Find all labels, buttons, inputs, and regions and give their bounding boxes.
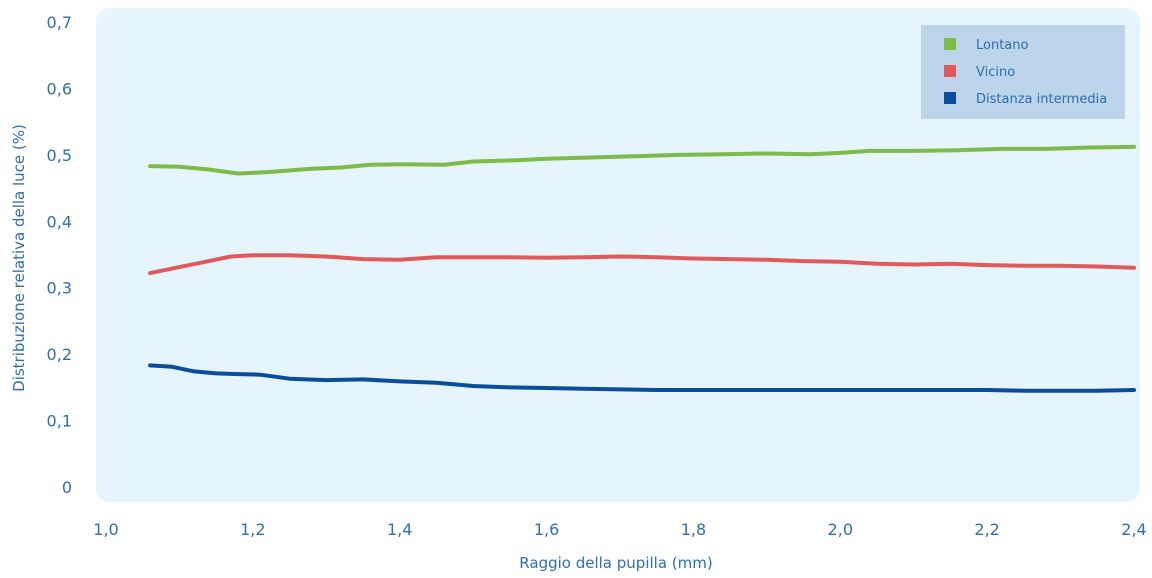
y-axis-title: Distribuzione relativa della luce (%)	[10, 124, 28, 392]
y-tick-label: 0,7	[47, 13, 72, 32]
x-axis-title: Raggio della pupilla (mm)	[519, 554, 712, 572]
x-tick-label: 2,4	[1121, 520, 1146, 539]
y-tick-label: 0,3	[47, 279, 72, 298]
legend-swatch	[944, 65, 956, 77]
y-tick-label: 0	[62, 478, 72, 497]
x-tick-label: 2,2	[974, 520, 999, 539]
y-tick-label: 0,6	[47, 79, 72, 98]
legend-label: Vicino	[976, 65, 1015, 80]
series-lines	[148, 144, 1136, 393]
y-tick-label: 0,5	[47, 146, 72, 165]
legend-label: Distanza intermedia	[976, 92, 1107, 107]
x-tick-label: 1,0	[93, 520, 118, 539]
x-tick-label: 2,0	[828, 520, 853, 539]
legend-swatch	[944, 38, 956, 50]
series-line-2	[148, 363, 1136, 393]
y-tick-labels: 0 0,1 0,2 0,3 0,4 0,5 0,6 0,7	[47, 13, 72, 497]
x-tick-label: 1,8	[681, 520, 706, 539]
y-tick-label: 0,1	[47, 412, 72, 431]
legend-swatch	[944, 92, 956, 104]
legend: Lontano Vicino Distanza intermedia	[921, 25, 1125, 119]
x-tick-labels: 1,0 1,2 1,4 1,6 1,8 2,0 2,2 2,4	[93, 520, 1146, 539]
series-line-1	[148, 253, 1136, 276]
x-tick-label: 1,6	[534, 520, 559, 539]
y-tick-label: 0,4	[47, 212, 72, 231]
legend-label: Lontano	[976, 38, 1029, 53]
series-line-0	[148, 144, 1136, 176]
y-tick-label: 0,2	[47, 345, 72, 364]
x-tick-label: 1,4	[387, 520, 412, 539]
x-tick-label: 1,2	[240, 520, 265, 539]
